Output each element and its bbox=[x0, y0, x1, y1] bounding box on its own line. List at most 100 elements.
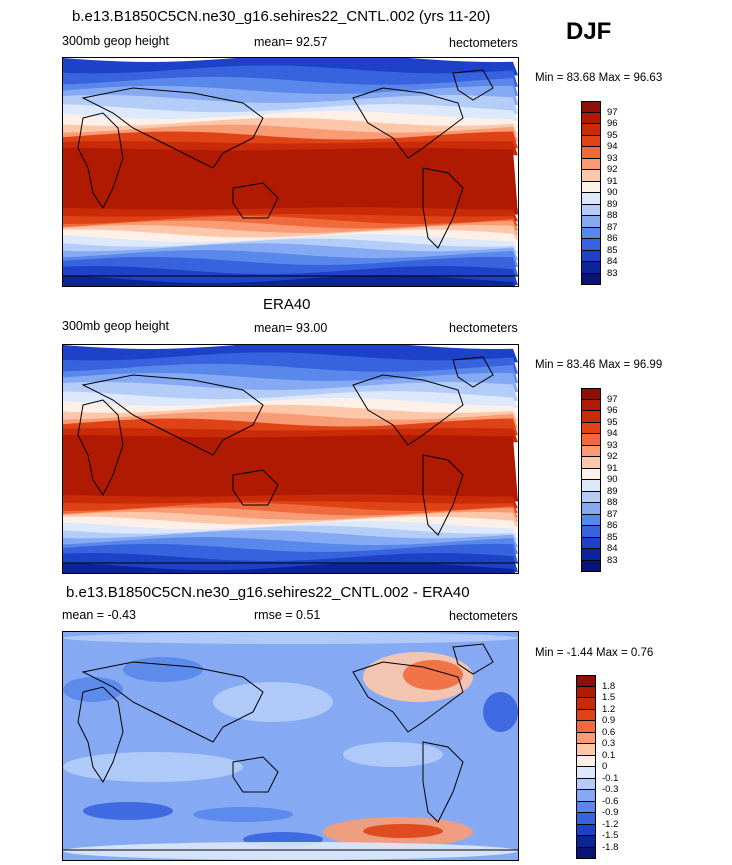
colorbar-tick-label: 1.5 bbox=[602, 692, 616, 703]
panel1-units-label: hectometers bbox=[449, 36, 518, 50]
colorbar-swatch bbox=[581, 549, 601, 561]
coastline bbox=[81, 661, 264, 743]
colorbar-tick-label: 97 bbox=[607, 393, 618, 405]
colorbar-swatch bbox=[576, 778, 596, 790]
colorbar-tick-label: 88 bbox=[607, 497, 618, 508]
colorbar-tick-label: 84 bbox=[607, 256, 618, 267]
panel1-mean-label: mean= 92.57 bbox=[254, 35, 328, 49]
colorbar-swatch bbox=[581, 434, 601, 446]
coastline bbox=[77, 686, 124, 783]
contour-band bbox=[63, 562, 516, 573]
coastline bbox=[81, 87, 264, 169]
panel2-colorbar: 97 96 95 94 93 92 91 90 89 88 87 86 85 84 83 bbox=[581, 388, 618, 572]
colorbar-tick-label: 92 bbox=[607, 164, 618, 175]
panel1-map bbox=[62, 57, 519, 287]
coastline bbox=[77, 112, 124, 209]
colorbar-swatch bbox=[576, 767, 596, 779]
colorbar-swatch bbox=[581, 239, 601, 251]
colorbar-swatch bbox=[581, 101, 601, 113]
panel2-minmax: Min = 83.46 Max = 96.99 bbox=[535, 359, 663, 371]
colorbar-tick-label: 0.9 bbox=[602, 715, 616, 726]
colorbar-tick-label: 0.6 bbox=[602, 726, 616, 738]
coastline bbox=[352, 661, 464, 733]
colorbar-swatch bbox=[581, 250, 601, 262]
colorbar-tick-label: -0.9 bbox=[602, 807, 619, 818]
colorbar-swatch bbox=[581, 158, 601, 170]
diff-contour-region bbox=[363, 824, 443, 838]
panel2-units-label: hectometers bbox=[449, 321, 518, 335]
coastline bbox=[232, 182, 279, 219]
colorbar-swatch bbox=[581, 399, 601, 411]
colorbar-tick-label: 97 bbox=[607, 106, 618, 118]
diff-contour-region bbox=[63, 842, 518, 860]
colorbar-swatch bbox=[576, 836, 596, 848]
colorbar-swatch bbox=[576, 801, 596, 813]
colorbar-tick-label: 92 bbox=[607, 451, 618, 462]
colorbar-swatch bbox=[576, 824, 596, 836]
coastline bbox=[232, 756, 279, 793]
colorbar-tick-label: 94 bbox=[607, 141, 618, 152]
contour-band bbox=[63, 148, 518, 215]
colorbar-swatch bbox=[576, 675, 596, 687]
colorbar-swatch bbox=[581, 480, 601, 492]
colorbar-swatch bbox=[581, 124, 601, 136]
colorbar-tick-label: 86 bbox=[607, 520, 618, 531]
colorbar-swatch bbox=[581, 537, 601, 549]
colorbar-tick-label: 93 bbox=[607, 152, 618, 164]
colorbar-tick-label: 83 bbox=[607, 267, 618, 279]
colorbar-tick-label: 85 bbox=[607, 244, 618, 256]
colorbar-swatch bbox=[581, 204, 601, 216]
panel3-units-label: hectometers bbox=[449, 609, 518, 623]
colorbar-swatch bbox=[581, 491, 601, 503]
colorbar-swatch bbox=[581, 411, 601, 423]
colorbar-tick-label: 1.2 bbox=[602, 703, 616, 715]
panel3-colorbar: 1.8 1.5 1.2 0.9 0.6 0.3 0.1 0 -0.1 -0.3 -0.6 -0.9 -1… bbox=[576, 675, 618, 859]
diff-contour-region bbox=[483, 692, 518, 732]
colorbar-swatch bbox=[581, 273, 601, 285]
colorbar-swatch bbox=[576, 698, 596, 710]
colorbar-swatch bbox=[581, 445, 601, 457]
colorbar-tick-label: 86 bbox=[607, 233, 618, 244]
colorbar-tick-label: 90 bbox=[607, 187, 618, 198]
colorbar-tick-label: -1.8 bbox=[602, 841, 619, 853]
coastline bbox=[422, 741, 464, 823]
diff-contour-region bbox=[123, 657, 203, 682]
colorbar-swatch bbox=[581, 503, 601, 515]
colorbar-tick-label: 89 bbox=[607, 198, 618, 210]
coastline bbox=[77, 399, 124, 496]
coastline bbox=[452, 643, 494, 675]
diff-contour-region bbox=[403, 660, 463, 690]
colorbar-tick-label: -0.3 bbox=[602, 784, 619, 795]
colorbar-swatch bbox=[581, 388, 601, 400]
colorbar-swatch bbox=[576, 686, 596, 698]
colorbar-swatch bbox=[581, 216, 601, 228]
colorbar-swatch bbox=[581, 227, 601, 239]
colorbar-swatch bbox=[581, 147, 601, 159]
colorbar-tick-label: 87 bbox=[607, 221, 618, 233]
contour-band bbox=[63, 275, 516, 286]
panel1-title: b.e13.B1850C5CN.ne30_g16.sehires22_CNTL.… bbox=[72, 8, 491, 25]
colorbar-swatch bbox=[581, 422, 601, 434]
panel1-field bbox=[63, 58, 518, 286]
colorbar-swatch bbox=[576, 709, 596, 721]
panel2-variable-label: 300mb geop height bbox=[62, 319, 170, 333]
colorbar-tick-label: 89 bbox=[607, 485, 618, 497]
colorbar-swatch bbox=[581, 457, 601, 469]
panel1-colorbar: 97 96 95 94 93 92 91 90 89 88 87 86 85 84 83 bbox=[581, 101, 618, 285]
colorbar-swatch bbox=[581, 468, 601, 480]
diff-contour-region bbox=[83, 802, 173, 820]
colorbar-swatch bbox=[581, 170, 601, 182]
season-label: DJF bbox=[566, 18, 612, 45]
colorbar-swatch bbox=[576, 847, 596, 859]
coastline bbox=[81, 374, 264, 456]
panel1-variable-label: 300mb geop height bbox=[62, 34, 170, 48]
colorbar-swatch bbox=[576, 721, 596, 733]
colorbar-swatch bbox=[576, 755, 596, 767]
coastline bbox=[452, 356, 494, 388]
colorbar-tick-label: 90 bbox=[607, 474, 618, 485]
colorbar-tick-label: 95 bbox=[607, 129, 618, 141]
colorbar-tick-label: 0.3 bbox=[602, 738, 616, 749]
colorbar-tick-label: 0.1 bbox=[602, 749, 616, 761]
coastline bbox=[422, 454, 464, 536]
panel2-title: ERA40 bbox=[263, 296, 311, 313]
